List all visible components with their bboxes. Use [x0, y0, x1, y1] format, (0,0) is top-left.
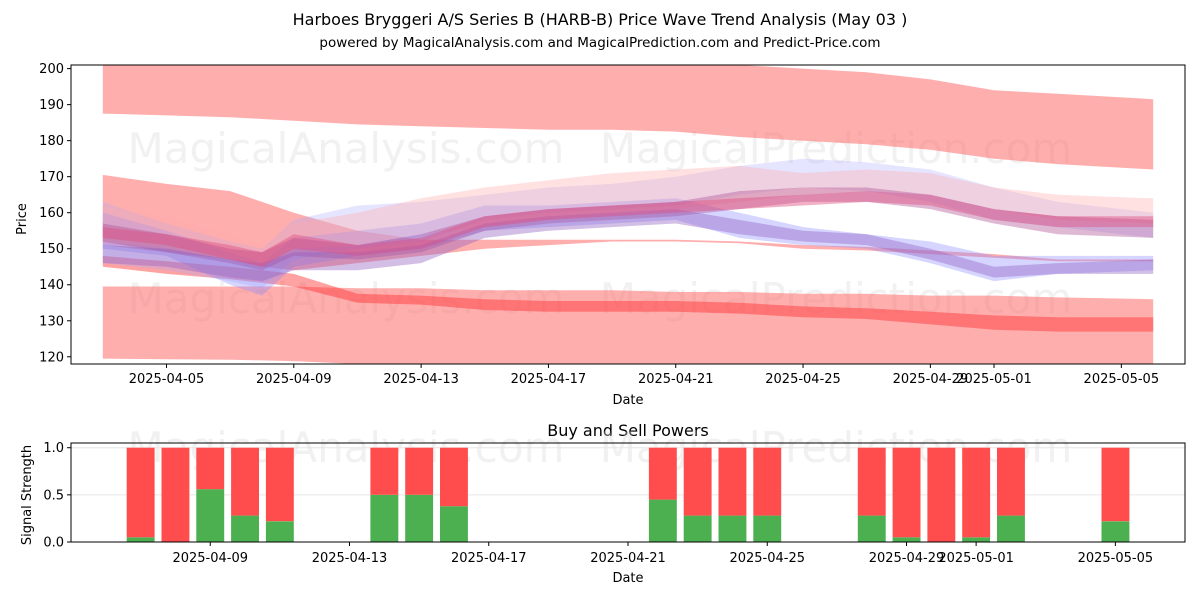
- buy-power-bar: [231, 515, 259, 542]
- main-x-tick-label: 2025-04-17: [511, 372, 587, 387]
- sell-power-bar: [892, 447, 921, 538]
- buy-sell-power-plot: MagicalAnalysis.com MagicalPrediction.com…: [43, 423, 1186, 566]
- buy-power-bar: [892, 537, 921, 542]
- sell-power-bar: [857, 447, 886, 516]
- buy-power-bar: [648, 499, 677, 542]
- price-band-7: [102, 165, 1154, 267]
- signal-x-tick-label: 2025-05-01: [938, 551, 1014, 566]
- watermark-text: MagicalAnalysis.com: [128, 124, 565, 173]
- main-x-tick-label: 2025-05-01: [956, 372, 1032, 387]
- signal-x-axis-label: Date: [612, 571, 643, 586]
- signal-y-axis-label: Signal Strength: [20, 445, 35, 545]
- signal-chart-title: Buy and Sell Powers: [547, 421, 709, 440]
- sell-power-bar: [648, 447, 677, 500]
- buy-power-bar: [370, 494, 399, 542]
- price-band-6: [102, 198, 1154, 296]
- chart-subtitle: powered by MagicalAnalysis.com and Magic…: [319, 35, 880, 51]
- buy-power-bar: [857, 515, 886, 542]
- signal-x-tick-label: 2025-05-05: [1078, 551, 1154, 566]
- main-x-tick-label: 2025-04-21: [638, 372, 714, 387]
- main-x-tick-label: 2025-04-29: [893, 372, 969, 387]
- sell-power-bar: [161, 447, 190, 542]
- sell-power-bar: [231, 447, 259, 516]
- signal-y-tick-label: 0.0: [43, 536, 64, 551]
- main-x-axis-label: Date: [612, 393, 643, 408]
- sell-power-bar: [370, 447, 399, 495]
- buy-power-bar: [683, 515, 712, 542]
- main-x-tick-label: 2025-04-09: [256, 372, 332, 387]
- signal-x-tick-label: 2025-04-17: [451, 551, 527, 566]
- buy-power-bar: [196, 489, 225, 542]
- buy-power-bar: [718, 515, 747, 542]
- buy-power-bar: [1101, 521, 1130, 542]
- price-band-2: [102, 174, 1154, 271]
- signal-y-tick-label: 1.0: [43, 441, 64, 456]
- main-y-tick-label: 140: [39, 278, 64, 293]
- signal-x-tick-label: 2025-04-09: [172, 551, 248, 566]
- main-y-tick-label: 160: [39, 206, 64, 221]
- sell-power-bar: [265, 447, 294, 522]
- signal-x-tick-label: 2025-04-25: [729, 551, 805, 566]
- sell-power-bar: [440, 447, 468, 507]
- sell-power-bar: [1101, 447, 1130, 522]
- main-y-tick-label: 150: [39, 242, 64, 257]
- buy-power-bar: [997, 515, 1025, 542]
- signal-x-tick-label: 2025-04-13: [312, 551, 388, 566]
- main-y-tick-label: 170: [39, 170, 64, 185]
- main-y-tick-label: 180: [39, 134, 64, 149]
- main-y-tick-label: 190: [39, 98, 64, 113]
- sell-power-bar: [405, 447, 434, 495]
- sell-power-bar: [718, 447, 747, 516]
- buy-power-bar: [440, 506, 468, 542]
- sell-power-bar: [683, 447, 712, 516]
- price-band-10: [102, 191, 1154, 267]
- main-y-tick-label: 130: [39, 314, 64, 329]
- main-y-tick-label: 120: [39, 350, 64, 365]
- main-x-tick-label: 2025-04-13: [383, 372, 459, 387]
- price-band-3: [102, 286, 1154, 364]
- buy-power-bar: [753, 515, 782, 542]
- main-x-tick-label: 2025-04-25: [765, 372, 841, 387]
- buy-power-bar: [405, 494, 434, 542]
- buy-power-bar: [126, 537, 155, 542]
- price-band-1: [102, 65, 1154, 170]
- main-y-axis-label: Price: [15, 203, 30, 235]
- price-band-9: [102, 209, 1154, 282]
- price-band-4: [102, 255, 1154, 332]
- sell-power-bar: [126, 447, 155, 538]
- signal-x-tick-label: 2025-04-21: [590, 551, 666, 566]
- sell-power-bar: [962, 447, 991, 538]
- sell-power-bar: [753, 447, 782, 516]
- sell-power-bar: [997, 447, 1025, 516]
- main-y-tick-label: 200: [39, 62, 64, 77]
- price-band-5: [102, 158, 1154, 289]
- signal-y-tick-label: 0.5: [43, 488, 64, 503]
- price-wave-plot: MagicalAnalysis.com MagicalPrediction.com…: [39, 62, 1186, 387]
- sell-power-bar: [927, 447, 956, 542]
- price-bands: [102, 65, 1154, 364]
- price-band-8: [102, 187, 1154, 271]
- main-x-tick-label: 2025-05-05: [1084, 372, 1160, 387]
- chart-title: Harboes Bryggeri A/S Series B (HARB-B) P…: [293, 10, 908, 29]
- main-x-tick-label: 2025-04-05: [129, 372, 205, 387]
- main-plot-frame: [70, 64, 1186, 365]
- sell-power-bar: [196, 447, 225, 490]
- buy-power-bar: [265, 521, 294, 542]
- signal-x-tick-label: 2025-04-29: [869, 551, 945, 566]
- buy-power-bar: [962, 537, 991, 542]
